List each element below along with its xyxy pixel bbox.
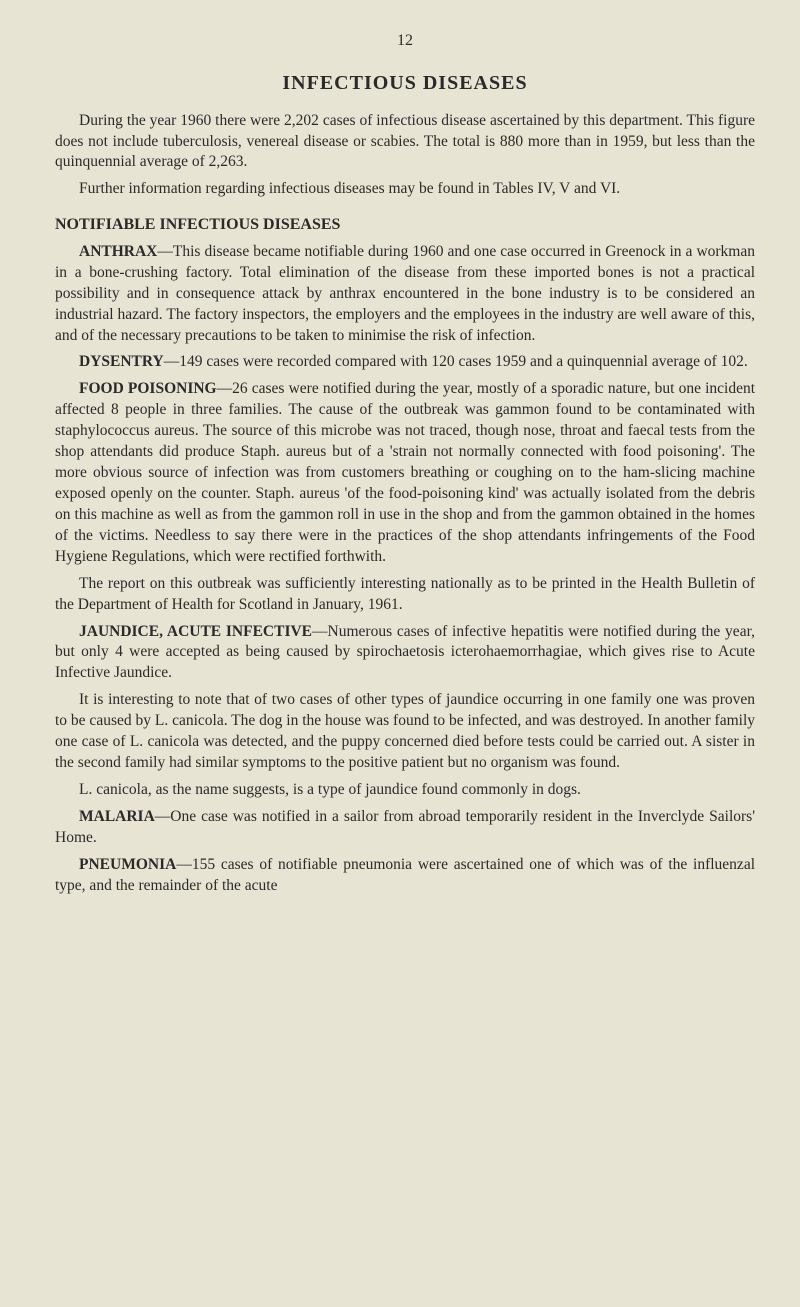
food-poisoning-paragraph-2: The report on this outbreak was sufficie… (55, 574, 755, 616)
pneumonia-paragraph: PNEUMONIA—155 cases of notifiable pneumo… (55, 855, 755, 897)
jaundice-paragraph: JAUNDICE, ACUTE INFECTIVE—Numerous cases… (55, 622, 755, 685)
main-title: INFECTIOUS DISEASES (55, 70, 755, 97)
anthrax-label: ANTHRAX (79, 243, 157, 260)
anthrax-text: —This disease became notifiable during 1… (55, 243, 755, 344)
document-page: 12 INFECTIOUS DISEASES During the year 1… (0, 0, 800, 933)
malaria-paragraph: MALARIA—One case was notified in a sailo… (55, 807, 755, 849)
page-number: 12 (55, 30, 755, 52)
jaundice-paragraph-3: L. canicola, as the name suggests, is a … (55, 780, 755, 801)
jaundice-paragraph-2: It is interesting to note that of two ca… (55, 690, 755, 774)
section-heading-notifiable: NOTIFIABLE INFECTIOUS DISEASES (55, 214, 755, 236)
pneumonia-label: PNEUMONIA (79, 856, 176, 873)
dysentry-paragraph: DYSENTRY—149 cases were recorded compare… (55, 352, 755, 373)
intro-paragraph-2: Further information regarding infectious… (55, 179, 755, 200)
dysentry-text: —149 cases were recorded compared with 1… (164, 353, 748, 370)
food-poisoning-label: FOOD POISONING (79, 380, 217, 397)
food-poisoning-text: —26 cases were notified during the year,… (55, 380, 755, 564)
dysentry-label: DYSENTRY (79, 353, 164, 370)
malaria-label: MALARIA (79, 808, 155, 825)
malaria-text: —One case was notified in a sailor from … (55, 808, 755, 846)
jaundice-label: JAUNDICE, ACUTE INFECTIVE (79, 623, 312, 640)
anthrax-paragraph: ANTHRAX—This disease became notifiable d… (55, 242, 755, 347)
food-poisoning-paragraph: FOOD POISONING—26 cases were notified du… (55, 379, 755, 567)
intro-paragraph-1: During the year 1960 there were 2,202 ca… (55, 111, 755, 174)
